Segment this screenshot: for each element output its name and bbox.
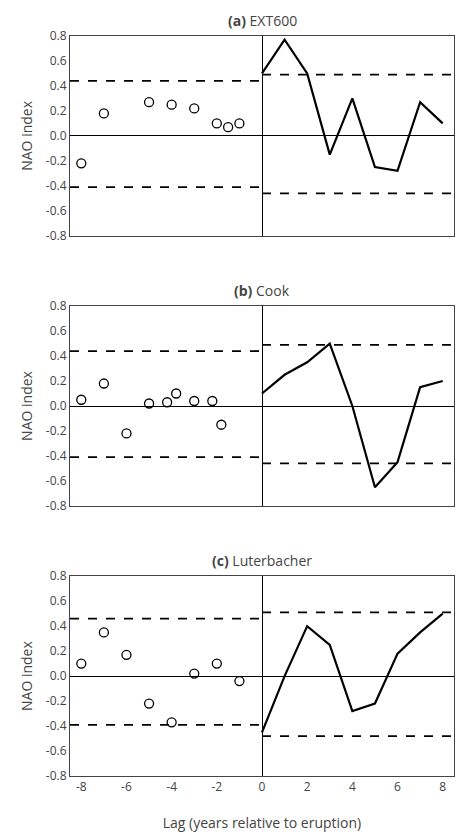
svg-text:0.6: 0.6 (50, 592, 67, 609)
svg-text:-0.4: -0.4 (46, 717, 67, 734)
svg-text:0.0: 0.0 (50, 667, 67, 684)
svg-text:0.2: 0.2 (50, 372, 67, 389)
svg-text:-0.2: -0.2 (46, 422, 67, 439)
svg-text:(c) Luterbacher: (c) Luterbacher (212, 551, 312, 570)
svg-text:NAO index: NAO index (17, 641, 36, 711)
svg-text:-0.6: -0.6 (46, 742, 67, 759)
svg-text:0.6: 0.6 (50, 322, 67, 339)
svg-text:0.6: 0.6 (50, 52, 67, 69)
svg-text:(a) EXT600: (a) EXT600 (228, 11, 297, 30)
svg-text:-0.8: -0.8 (46, 227, 67, 244)
svg-text:0.0: 0.0 (50, 397, 67, 414)
svg-text:0: 0 (259, 778, 266, 795)
svg-text:8: 8 (439, 778, 446, 795)
svg-text:0.4: 0.4 (50, 347, 67, 364)
svg-text:-0.4: -0.4 (46, 447, 67, 464)
svg-text:-0.2: -0.2 (46, 152, 67, 169)
svg-text:(b) Cook: (b) Cook (234, 281, 290, 300)
svg-text:-0.6: -0.6 (46, 202, 67, 219)
svg-text:2: 2 (304, 778, 311, 795)
svg-text:0.8: 0.8 (50, 297, 67, 314)
svg-text:-0.8: -0.8 (46, 767, 67, 784)
svg-text:-0.2: -0.2 (46, 692, 67, 709)
svg-text:-4: -4 (166, 778, 177, 795)
svg-text:4: 4 (349, 778, 356, 795)
svg-text:0.8: 0.8 (50, 27, 67, 44)
svg-text:NAO index: NAO index (17, 370, 36, 440)
svg-text:0.2: 0.2 (50, 642, 67, 659)
svg-text:0.4: 0.4 (50, 617, 67, 634)
svg-text:-6: -6 (121, 778, 132, 795)
svg-text:0.4: 0.4 (50, 77, 67, 94)
svg-text:NAO index: NAO index (17, 100, 36, 170)
svg-text:-0.6: -0.6 (46, 472, 67, 489)
svg-text:6: 6 (394, 778, 401, 795)
svg-text:-8: -8 (76, 778, 87, 795)
svg-text:0.8: 0.8 (50, 567, 67, 584)
svg-text:-2: -2 (211, 778, 222, 795)
svg-text:-0.8: -0.8 (46, 497, 67, 514)
svg-text:Lag (years relative to eruptio: Lag (years relative to eruption) (163, 813, 362, 832)
svg-text:-0.4: -0.4 (46, 177, 67, 194)
svg-text:0.0: 0.0 (50, 127, 67, 144)
svg-text:0.2: 0.2 (50, 102, 67, 119)
